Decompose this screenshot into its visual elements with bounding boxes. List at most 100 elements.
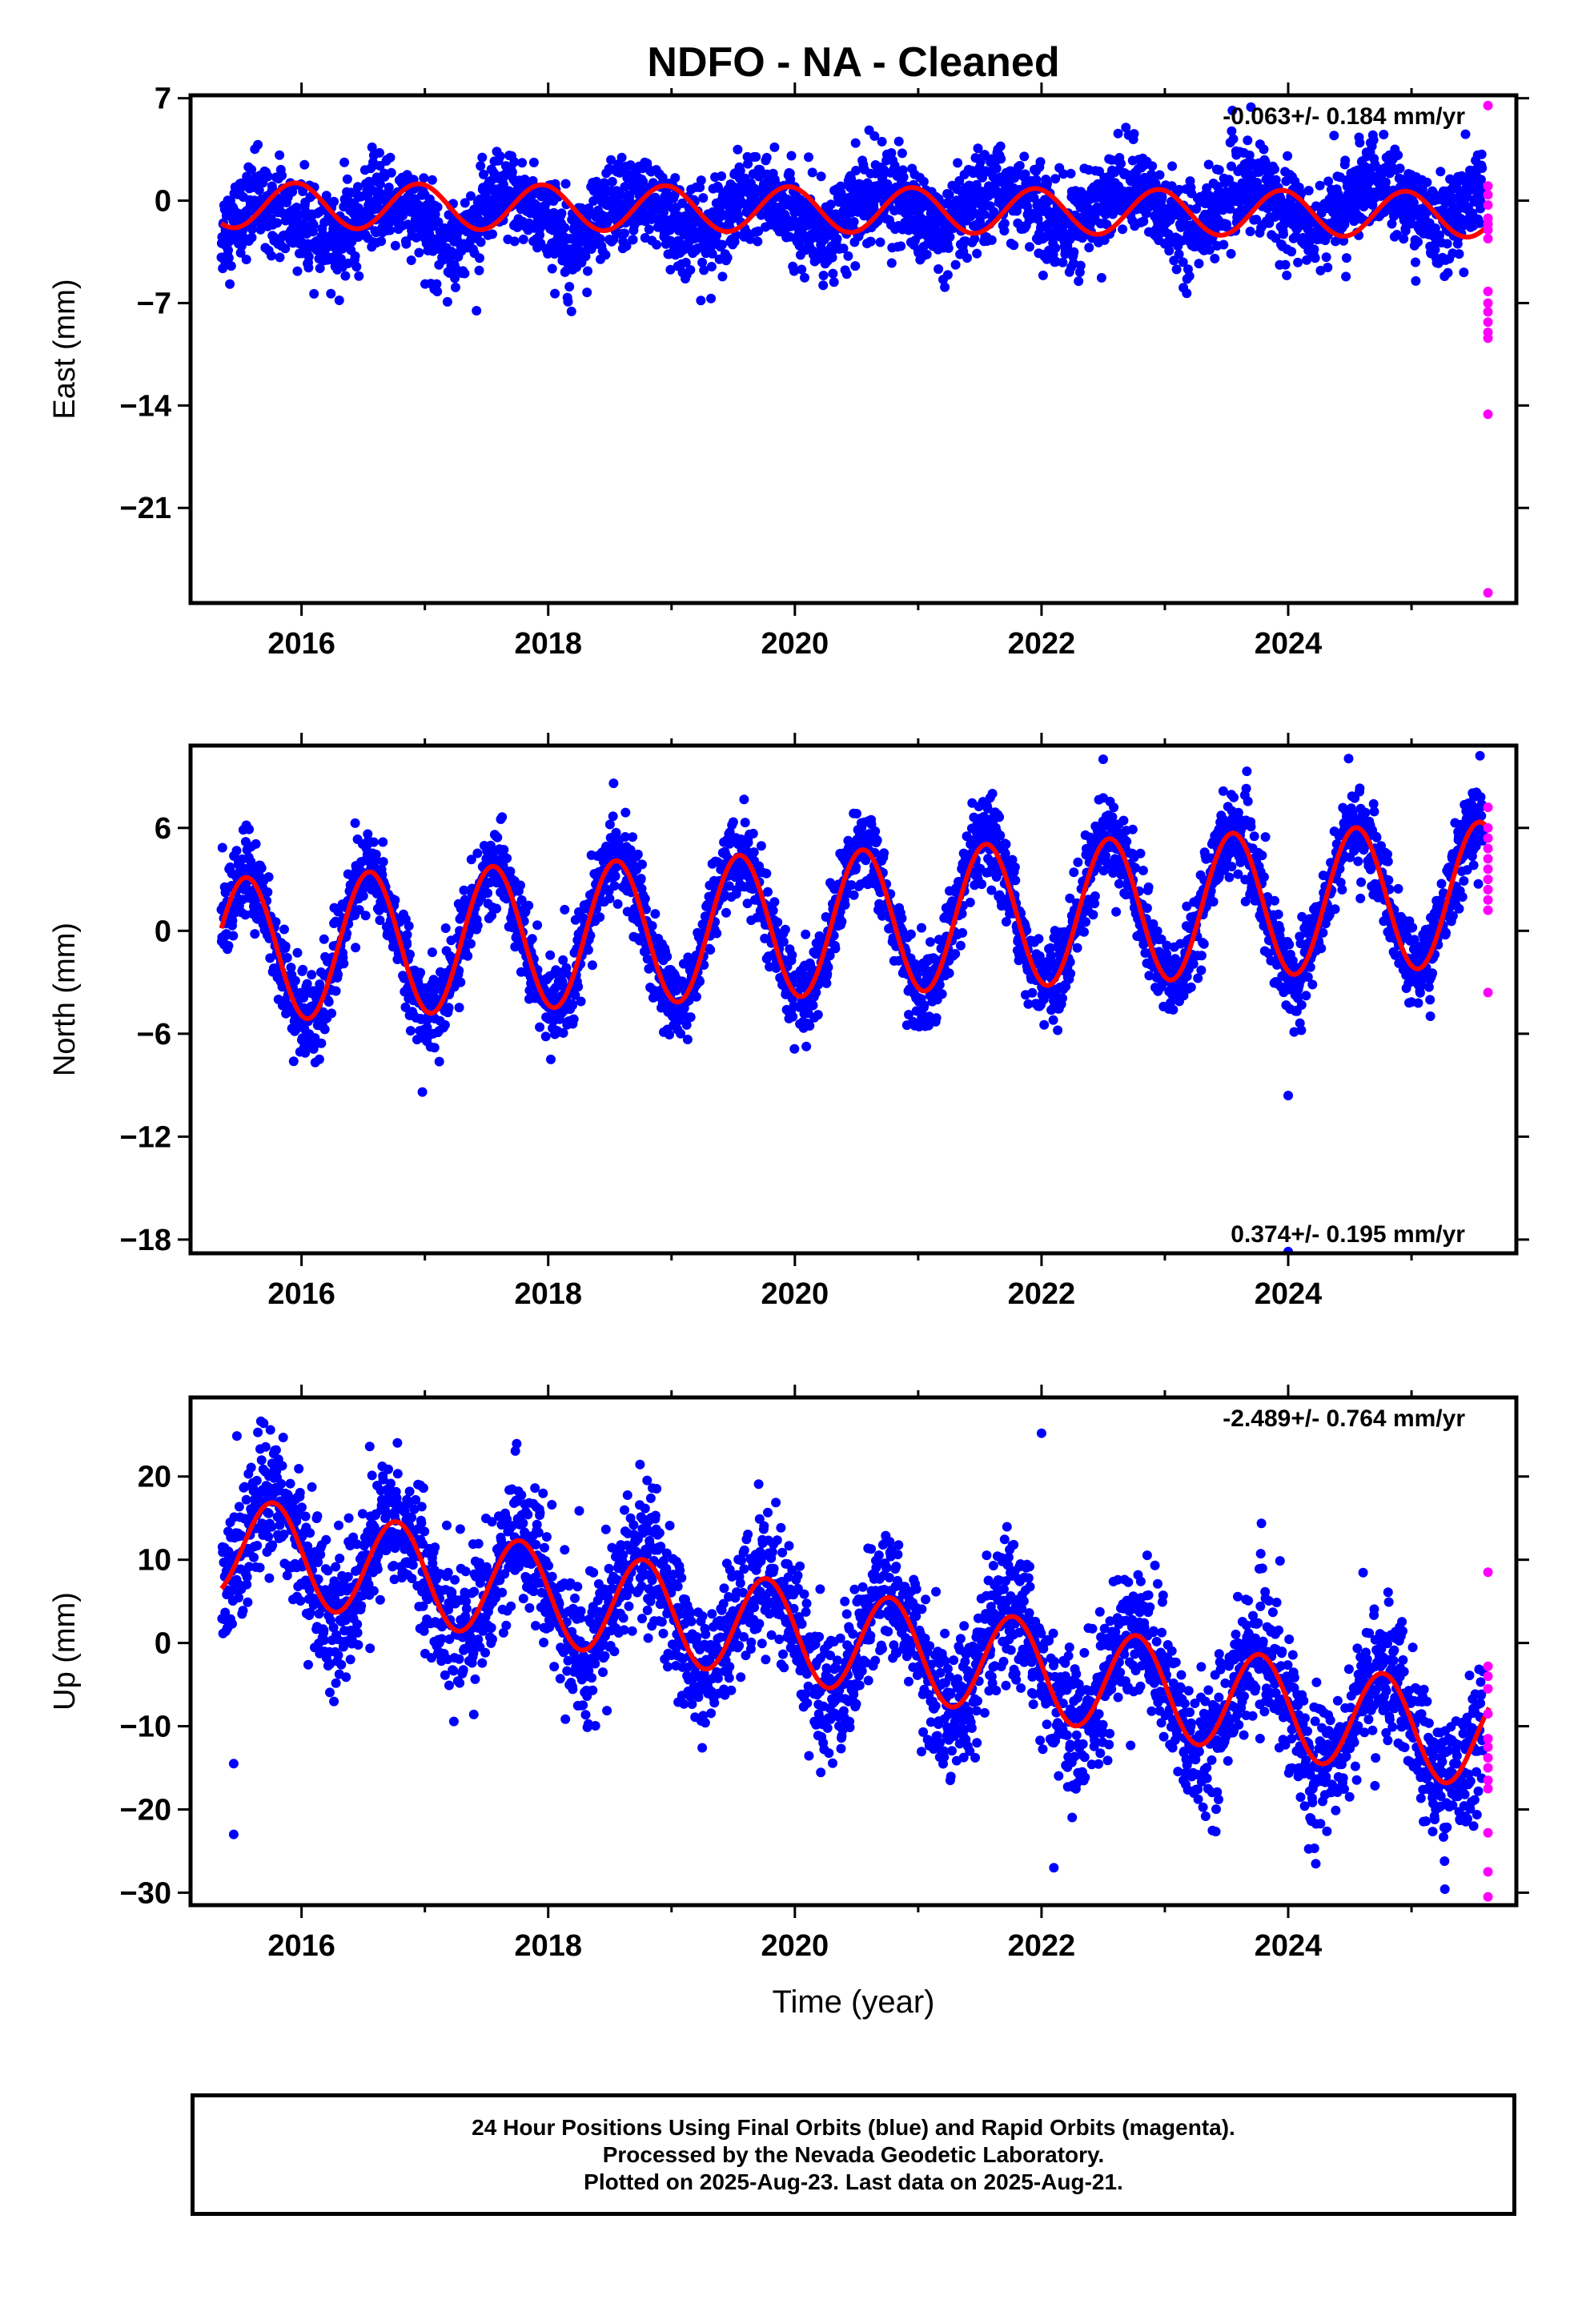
final-orbit-point <box>628 832 638 842</box>
final-orbit-point <box>657 172 668 183</box>
final-orbit-point <box>662 951 673 962</box>
rapid-orbit-point <box>1483 333 1493 344</box>
final-orbit-point <box>390 895 400 905</box>
final-orbit-point <box>1214 165 1224 175</box>
final-orbit-point <box>953 158 963 168</box>
final-orbit-point <box>712 230 722 240</box>
final-orbit-point <box>1395 163 1405 174</box>
final-orbit-point <box>1442 239 1452 249</box>
final-orbit-point <box>681 257 691 267</box>
final-orbit-point <box>1246 102 1256 112</box>
final-orbit-point <box>1368 135 1379 145</box>
final-orbit-point <box>818 271 829 280</box>
final-orbit-point <box>419 173 429 183</box>
final-orbit-point <box>1227 126 1237 136</box>
final-orbit-point <box>753 236 763 247</box>
final-orbit-point <box>773 917 783 927</box>
final-orbit-point <box>897 148 907 159</box>
final-orbit-point <box>971 179 982 190</box>
final-orbit-point <box>1341 253 1351 263</box>
final-orbit-point <box>979 150 990 160</box>
final-orbit-point <box>706 293 717 304</box>
final-orbit-point <box>333 969 343 979</box>
final-orbit-point <box>472 306 482 316</box>
final-orbit-point <box>351 943 361 953</box>
final-orbit-point <box>580 251 591 262</box>
final-orbit-point <box>263 872 274 883</box>
final-orbit-point <box>263 171 273 182</box>
final-orbit-point <box>944 190 954 199</box>
final-orbit-point <box>999 219 1010 228</box>
final-orbit-point <box>405 1026 416 1036</box>
final-orbit-point <box>846 174 857 184</box>
final-orbit-point <box>698 193 709 203</box>
final-orbit-point <box>427 947 437 958</box>
final-orbit-point <box>685 1012 696 1023</box>
final-orbit-point <box>608 811 618 822</box>
final-orbit-point <box>728 817 738 827</box>
final-orbit-point <box>1387 219 1397 229</box>
final-orbit-point <box>1243 135 1253 146</box>
rapid-orbit-point <box>1483 409 1493 420</box>
final-orbit-point <box>1462 191 1472 202</box>
final-orbit-point <box>290 975 300 986</box>
final-orbit-point <box>463 951 473 961</box>
final-orbit-point <box>970 234 980 244</box>
final-orbit-point <box>604 819 615 830</box>
final-orbit-point <box>797 264 807 275</box>
final-orbit-point <box>1339 235 1349 246</box>
final-orbit-point <box>375 915 385 926</box>
final-orbit-point <box>739 794 749 805</box>
final-orbit-point <box>620 807 631 818</box>
final-orbit-point <box>1287 247 1297 257</box>
final-orbit-point <box>292 266 303 276</box>
final-orbit-point <box>385 152 396 163</box>
final-orbit-point <box>405 949 415 959</box>
final-orbit-point <box>456 977 466 987</box>
final-orbit-point <box>756 841 766 851</box>
final-orbit-point <box>832 234 842 244</box>
final-orbit-point <box>717 171 727 181</box>
final-orbit-point <box>251 838 261 849</box>
final-orbit-point <box>722 252 733 263</box>
final-orbit-point <box>665 264 676 275</box>
final-orbit-point <box>368 837 379 847</box>
final-orbit-point <box>804 152 813 163</box>
final-orbit-point <box>460 268 470 279</box>
final-orbit-point <box>1035 157 1046 167</box>
final-orbit-point <box>749 847 759 858</box>
final-orbit-point <box>735 166 745 176</box>
final-orbit-point <box>938 218 948 228</box>
final-orbit-point <box>1323 263 1333 272</box>
final-orbit-point <box>761 868 772 879</box>
final-orbit-point <box>1019 151 1030 162</box>
plot-area <box>216 100 1493 598</box>
final-orbit-point <box>801 929 811 939</box>
final-orbit-point <box>566 306 576 316</box>
final-orbit-point <box>1476 149 1487 159</box>
final-orbit-point <box>1476 196 1486 207</box>
final-orbit-point <box>416 967 426 978</box>
final-orbit-point <box>606 155 616 165</box>
final-orbit-point <box>697 257 708 267</box>
final-orbit-point <box>1413 237 1423 247</box>
final-orbit-point <box>498 179 508 190</box>
final-orbit-point <box>585 931 596 941</box>
final-orbit-point <box>385 225 396 235</box>
final-orbit-point <box>1228 134 1239 144</box>
final-orbit-point <box>699 265 709 275</box>
final-orbit-point <box>644 224 654 235</box>
final-orbit-point <box>1460 129 1471 139</box>
final-orbit-point <box>488 229 497 239</box>
final-orbit-point <box>682 1035 693 1044</box>
final-orbit-point <box>1038 270 1048 280</box>
final-orbit-point <box>769 897 780 907</box>
final-orbit-point <box>706 262 717 271</box>
final-orbit-point <box>647 921 657 931</box>
final-orbit-point <box>1222 219 1232 230</box>
final-orbit-point <box>1323 176 1334 187</box>
final-orbit-point <box>886 258 897 268</box>
final-orbit-point <box>999 226 1010 236</box>
final-orbit-point <box>780 924 790 935</box>
final-orbit-point <box>371 850 381 859</box>
